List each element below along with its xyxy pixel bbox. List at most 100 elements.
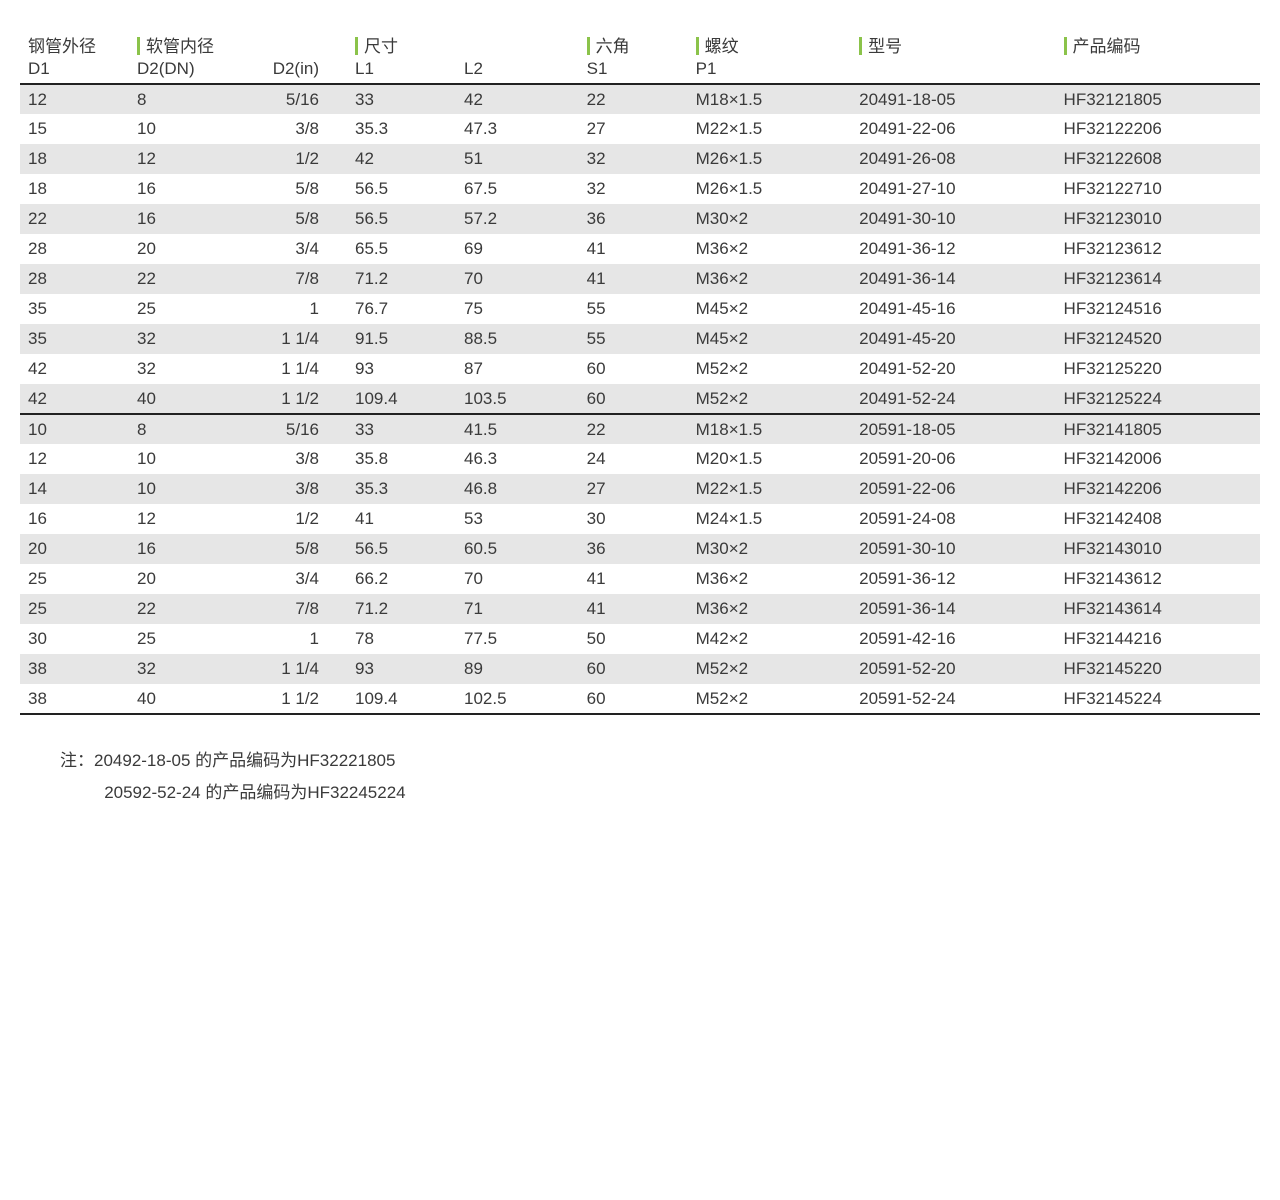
table-row: 25227/871.27141M36×220591-36-14HF3214361… [20,594,1260,624]
cell-p1: M45×2 [688,294,852,324]
cell-l2: 67.5 [456,174,579,204]
cell-d2dn: 16 [129,534,238,564]
cell-l2: 69 [456,234,579,264]
cell-s1: 50 [579,624,688,654]
cell-model: 20491-45-16 [851,294,1055,324]
cell-p1: M20×1.5 [688,444,852,474]
table-body-section2: 1085/163341.522M18×1.520591-18-05HF32141… [20,414,1260,714]
cell-s1: 27 [579,474,688,504]
cell-model: 20491-27-10 [851,174,1055,204]
cell-code: HF32142206 [1056,474,1260,504]
cell-code: HF32145224 [1056,684,1260,714]
cell-model: 20491-18-05 [851,84,1055,114]
cell-code: HF32125220 [1056,354,1260,384]
cell-d1: 30 [20,624,129,654]
cell-p1: M18×1.5 [688,84,852,114]
cell-s1: 60 [579,384,688,414]
cell-code: HF32143010 [1056,534,1260,564]
cell-p1: M22×1.5 [688,474,852,504]
cell-d2in: 1 [238,624,347,654]
cell-l1: 91.5 [347,324,456,354]
cell-code: HF32141805 [1056,414,1260,444]
cell-d1: 12 [20,444,129,474]
cell-s1: 41 [579,234,688,264]
cell-l1: 78 [347,624,456,654]
cell-s1: 36 [579,204,688,234]
cell-d2in: 3/4 [238,234,347,264]
subheader-l2: L2 [456,58,579,84]
cell-d2in: 3/8 [238,474,347,504]
cell-p1: M36×2 [688,264,852,294]
table-row: 20165/856.560.536M30×220591-30-10HF32143… [20,534,1260,564]
subheader-l1: L1 [347,58,456,84]
cell-d1: 22 [20,204,129,234]
cell-d1: 25 [20,594,129,624]
cell-l2: 103.5 [456,384,579,414]
cell-d2in: 5/8 [238,534,347,564]
cell-s1: 32 [579,144,688,174]
cell-model: 20491-36-12 [851,234,1055,264]
subheader-d2in: D2(in) [238,58,347,84]
cell-d2in: 1 1/2 [238,384,347,414]
cell-p1: M45×2 [688,324,852,354]
cell-l2: 51 [456,144,579,174]
cell-s1: 22 [579,414,688,444]
header-hex: 六角 [579,30,688,58]
cell-p1: M26×1.5 [688,174,852,204]
cell-p1: M52×2 [688,684,852,714]
cell-d2in: 1 1/4 [238,354,347,384]
cell-d2dn: 10 [129,114,238,144]
cell-l2: 75 [456,294,579,324]
cell-d1: 35 [20,324,129,354]
cell-d2dn: 8 [129,414,238,444]
cell-d2in: 7/8 [238,594,347,624]
cell-p1: M18×1.5 [688,414,852,444]
cell-d1: 18 [20,144,129,174]
cell-d2dn: 32 [129,324,238,354]
cell-p1: M36×2 [688,234,852,264]
cell-p1: M52×2 [688,384,852,414]
cell-l1: 109.4 [347,684,456,714]
cell-model: 20591-36-12 [851,564,1055,594]
cell-code: HF32124520 [1056,324,1260,354]
cell-model: 20591-30-10 [851,534,1055,564]
note-line-1: 注：20492-18-05 的产品编码为HF32221805 [60,745,1260,777]
cell-l1: 93 [347,354,456,384]
cell-model: 20591-36-14 [851,594,1055,624]
cell-code: HF32143614 [1056,594,1260,624]
cell-p1: M36×2 [688,564,852,594]
cell-code: HF32142408 [1056,504,1260,534]
cell-d2dn: 20 [129,234,238,264]
cell-model: 20591-20-06 [851,444,1055,474]
cell-code: HF32122608 [1056,144,1260,174]
cell-p1: M52×2 [688,354,852,384]
cell-d2dn: 10 [129,444,238,474]
cell-d2dn: 40 [129,684,238,714]
cell-s1: 41 [579,264,688,294]
cell-d1: 35 [20,294,129,324]
cell-d2in: 1/2 [238,144,347,174]
cell-model: 20491-36-14 [851,264,1055,294]
cell-d2in: 1/2 [238,504,347,534]
cell-d2in: 5/8 [238,204,347,234]
cell-l2: 46.3 [456,444,579,474]
cell-s1: 36 [579,534,688,564]
cell-d2in: 3/8 [238,444,347,474]
table-row: 16121/2415330M24×1.520591-24-08HF3214240… [20,504,1260,534]
cell-s1: 41 [579,594,688,624]
cell-l1: 66.2 [347,564,456,594]
cell-code: HF32121805 [1056,84,1260,114]
cell-s1: 60 [579,684,688,714]
cell-l1: 93 [347,654,456,684]
subheader-s1: S1 [579,58,688,84]
cell-model: 20491-30-10 [851,204,1055,234]
cell-code: HF32145220 [1056,654,1260,684]
cell-d2in: 3/4 [238,564,347,594]
subheader-d2dn: D2(DN) [129,58,238,84]
cell-l2: 70 [456,264,579,294]
cell-model: 20491-45-20 [851,324,1055,354]
cell-d1: 38 [20,654,129,684]
cell-p1: M30×2 [688,204,852,234]
cell-d2dn: 22 [129,594,238,624]
cell-l2: 102.5 [456,684,579,714]
